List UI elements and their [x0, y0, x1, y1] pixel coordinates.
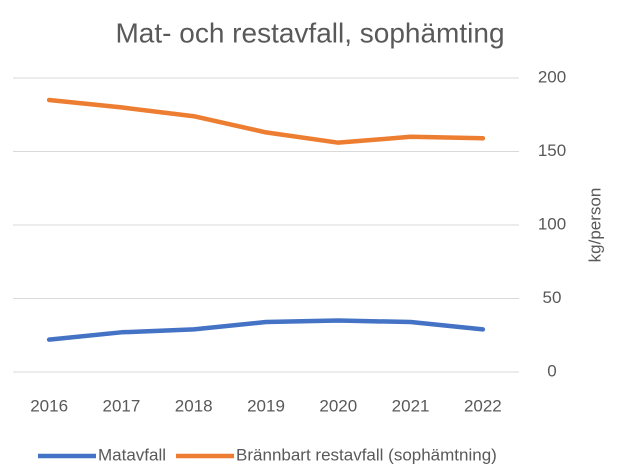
series-line: [46, 97, 486, 145]
x-tick-label: 2018: [175, 396, 213, 415]
y-tick-label: 100: [538, 214, 566, 233]
chart-title: Mat- och restavfall, sophämting: [115, 17, 504, 48]
y-tick-label: 150: [538, 141, 566, 160]
x-tick-label: 2017: [103, 396, 141, 415]
y-tick-label: 0: [547, 361, 556, 380]
x-tick-label: 2016: [30, 396, 68, 415]
x-tick-label: 2021: [392, 396, 430, 415]
legend-label: Brännbart restavfall (sophämtning): [236, 445, 497, 464]
y-tick-label: 200: [538, 67, 566, 86]
series-line: [46, 318, 486, 342]
y-axis-label: kg/person: [585, 188, 604, 263]
x-tick-label: 2022: [464, 396, 502, 415]
y-tick-label: 50: [543, 288, 562, 307]
x-tick-label: 2019: [247, 396, 285, 415]
x-tick-label: 2020: [319, 396, 357, 415]
legend-label: Matavfall: [98, 445, 166, 464]
